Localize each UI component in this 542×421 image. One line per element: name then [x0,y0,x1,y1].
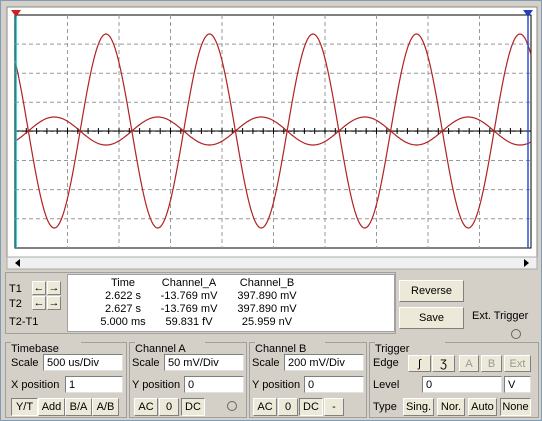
label: Type [373,401,397,413]
save-button[interactable]: Save [399,307,464,329]
cursor-right-arrow[interactable]: → [47,296,61,310]
ypos-input[interactable]: 0 [304,376,364,393]
mode-button[interactable]: B/A [65,398,92,416]
label: Scale [252,357,280,369]
type-button[interactable]: None [500,398,531,416]
scale-input[interactable]: 500 us/Div [43,354,123,371]
cursor-value: 25.959 nV [241,315,293,328]
group-title: Trigger [375,342,445,355]
row-label: T2 [9,297,22,310]
type-button[interactable]: Auto [468,398,497,416]
edge-rising[interactable]: ʃ [408,355,431,372]
label: Y position [252,379,301,391]
ext-trigger-label: Ext. Trigger [472,310,529,322]
coupling-button[interactable]: - [324,398,344,416]
scale-input[interactable]: 200 mV/Div [284,354,364,371]
ext-trigger-terminal[interactable] [511,329,521,339]
column-header: Channel_A [161,276,217,289]
cursor-value: 59.831 fV [165,315,213,328]
scrollbar[interactable] [6,256,538,270]
cursor-value: 2.627 s [104,302,142,315]
channel-a-trace [14,116,532,146]
label: Y position [132,379,181,391]
cursor-t1-handle[interactable] [11,10,21,17]
scroll-right[interactable] [524,259,529,267]
source-button[interactable]: Ext [504,355,531,372]
channel-b-trace [14,33,532,229]
coupling-button[interactable]: DC [181,398,205,416]
cursor-panel [5,272,396,334]
row-label: T2-T1 [9,315,39,328]
mode-button[interactable]: A/B [92,398,119,416]
edge-falling[interactable]: Ʒ [432,355,455,372]
axis-ticks [15,128,522,134]
type-button[interactable]: Sing. [403,398,434,416]
coupling-button[interactable]: 0 [278,398,298,416]
cursor-left-arrow[interactable]: ← [32,281,46,295]
group-title: Timebase [11,342,81,355]
row-label: T1 [9,282,22,295]
xpos-input[interactable]: 1 [65,376,123,393]
coupling-button[interactable]: DC [299,398,323,416]
cursor-value: 397.890 mV [237,302,297,315]
mode-button[interactable]: Add [38,398,65,416]
cursor-value: 2.622 s [104,289,142,302]
level-input[interactable]: 0 [422,376,502,393]
channel-a-terminal[interactable] [227,401,237,411]
group-title: Channel A [135,342,205,355]
reverse-button[interactable]: Reverse [399,280,464,302]
label: Level [373,379,400,391]
scroll-left[interactable] [15,259,20,267]
source-button[interactable]: B [481,355,502,372]
group-title: Channel B [255,342,325,355]
mode-button[interactable]: Y/T [11,398,38,416]
label: X position [11,379,60,391]
cursor-value: -13.769 mV [160,302,218,315]
cursor-value: 5.000 ms [100,315,146,328]
label: Scale [132,357,160,369]
source-button[interactable]: A [459,355,479,372]
cursor-right-arrow[interactable]: → [47,281,61,295]
label: Edge [373,357,399,369]
cursor-value: -13.769 mV [160,289,218,302]
scale-input[interactable]: 50 mV/Div [164,354,244,371]
cursor-readout [67,274,395,332]
cursor-value: 397.890 mV [237,289,297,302]
cursor-t2-handle[interactable] [523,10,533,17]
column-header: Channel_B [239,276,295,289]
scope-screen [6,6,538,270]
type-button[interactable]: Nor. [437,398,465,416]
coupling-button[interactable]: AC [134,398,158,416]
ypos-input[interactable]: 0 [184,376,244,393]
coupling-button[interactable]: 0 [159,398,179,416]
label: Scale [11,357,39,369]
coupling-button[interactable]: AC [253,398,277,416]
column-header: Time [110,276,136,289]
cursor-left-arrow[interactable]: ← [32,296,46,310]
level-unit[interactable]: V [504,376,531,393]
trigger-group [369,342,539,418]
